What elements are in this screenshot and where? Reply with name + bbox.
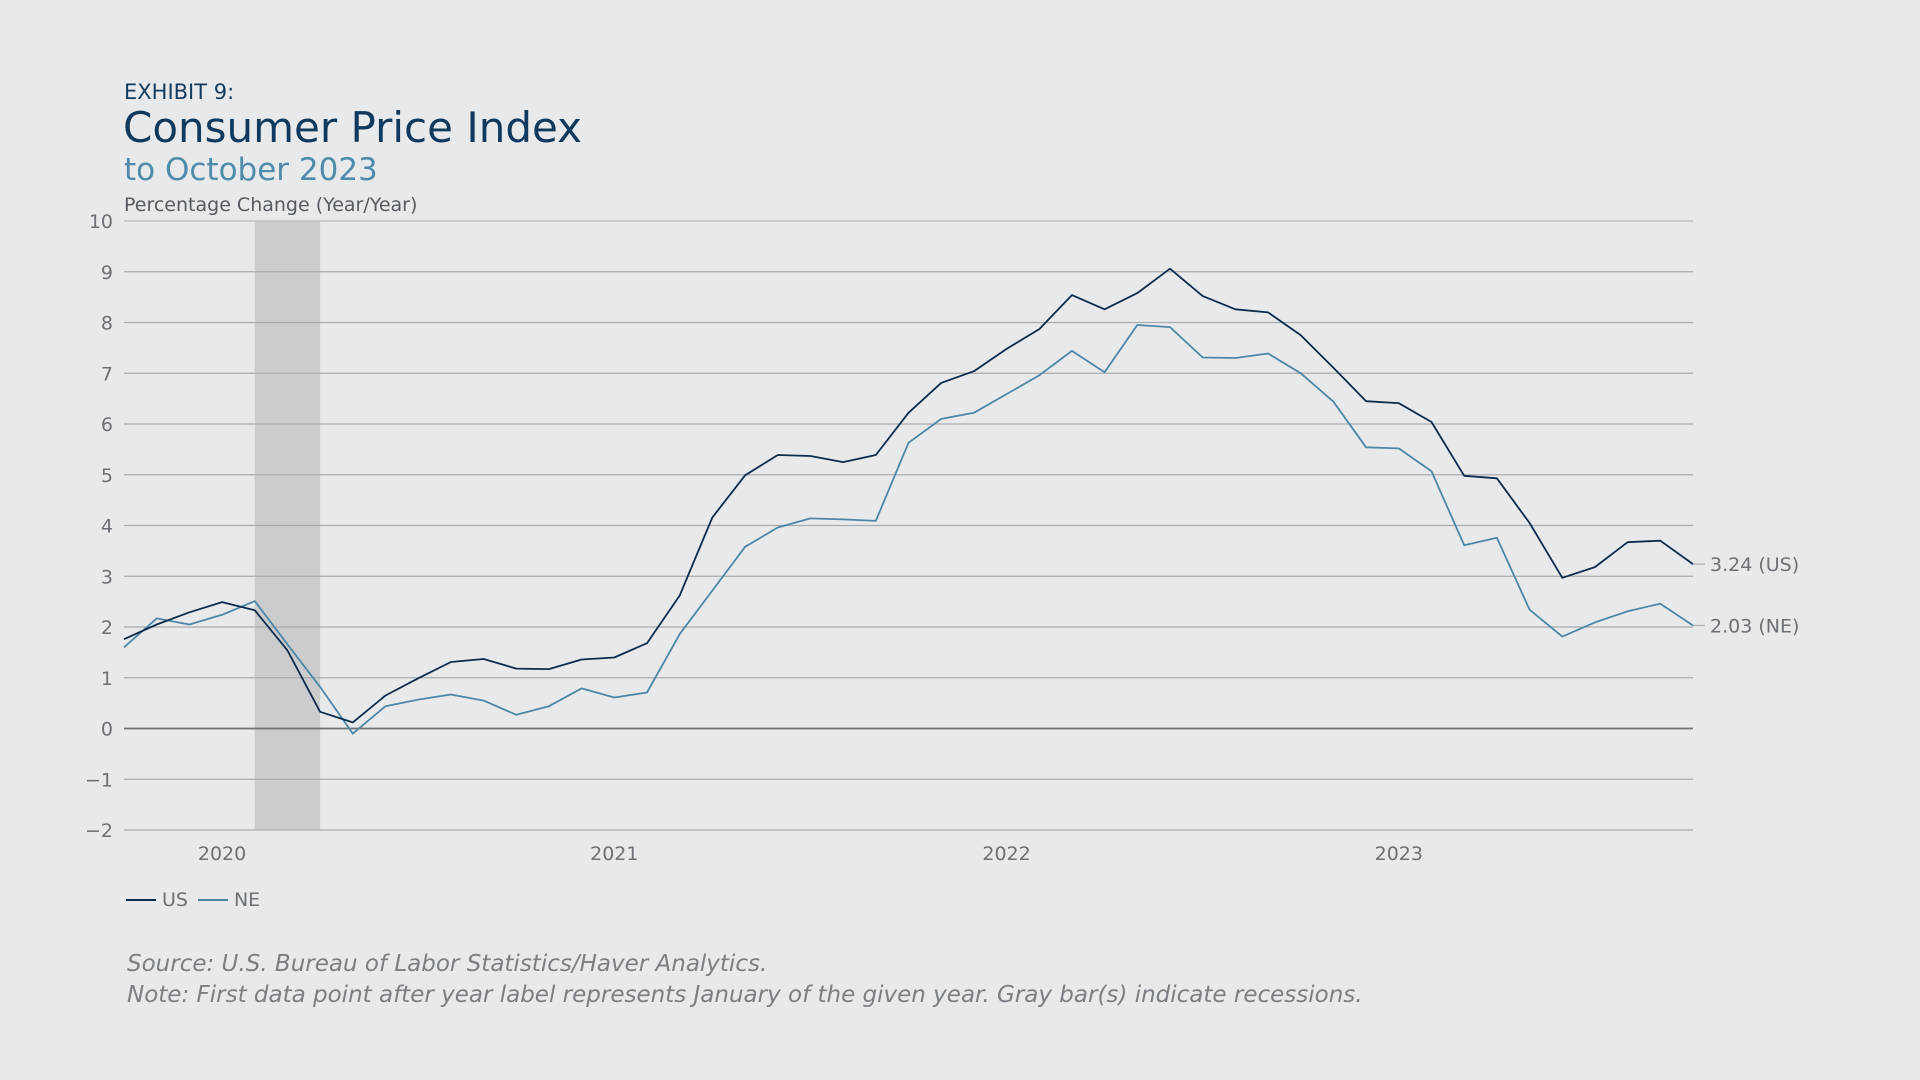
y-tick-label: −1 <box>85 769 113 791</box>
y-tick-label: 8 <box>101 313 113 335</box>
y-tick-label: 4 <box>101 516 113 538</box>
end-label-ne: 2.03 (NE) <box>1710 615 1799 637</box>
source-note: Source: U.S. Bureau of Labor Statistics/… <box>127 951 768 977</box>
y-axis-label: Percentage Change (Year/Year) <box>124 194 418 216</box>
y-tick-label: 7 <box>101 363 113 385</box>
footnote: Note: First data point after year label … <box>127 982 1363 1008</box>
y-tick-label: 10 <box>89 211 113 233</box>
end-label-us: 3.24 (US) <box>1710 554 1799 576</box>
end-labels: 2.03 (NE) 3.24 (US) <box>1693 554 1799 637</box>
y-tick-label: 5 <box>101 465 113 487</box>
x-tick-label: 2020 <box>198 843 246 865</box>
x-tick-label: 2021 <box>590 843 638 865</box>
x-tick-label: 2022 <box>982 843 1030 865</box>
chart-subtitle: to October 2023 <box>124 152 378 188</box>
legend: US NE <box>126 889 260 911</box>
legend-label-ne: NE <box>233 889 261 911</box>
y-tick-label: 3 <box>101 566 113 588</box>
legend-label-us: US <box>162 889 188 911</box>
y-tick-label: 6 <box>101 414 113 436</box>
x-tick-label: 2023 <box>1375 843 1423 865</box>
legend-swatch-us <box>126 899 156 901</box>
y-tick-label: 2 <box>101 617 113 639</box>
legend-item-ne: NE <box>197 889 261 911</box>
legend-item-us: US <box>126 889 188 911</box>
x-tick-labels: 2020 2021 2022 2023 <box>198 843 1423 865</box>
grid-lines <box>124 220 1693 831</box>
legend-swatch-ne <box>197 899 228 901</box>
chart-title: Consumer Price Index <box>123 103 582 152</box>
series-line-us <box>123 267 1694 724</box>
series-lines <box>123 267 1694 735</box>
exhibit-label: EXHIBIT 9: <box>124 80 235 104</box>
y-tick-label: 9 <box>101 262 113 284</box>
y-tick-label: 1 <box>101 668 113 690</box>
series-line-ne <box>123 324 1694 735</box>
y-tick-label: −2 <box>85 820 113 842</box>
y-tick-label: 0 <box>101 719 113 741</box>
